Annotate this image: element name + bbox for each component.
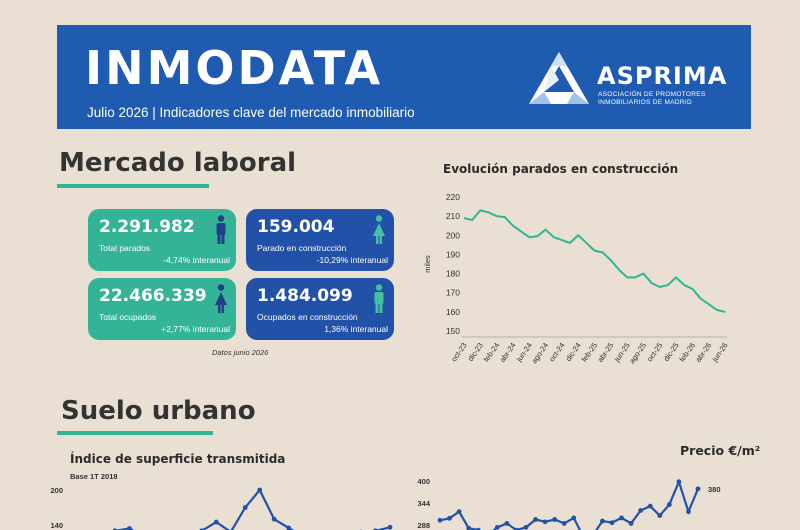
kpi-change: -10,29% interanual	[316, 255, 388, 265]
y-tick-label: 160	[446, 307, 460, 317]
section-underline	[57, 184, 209, 188]
kpi-label: Total parados	[99, 243, 151, 253]
data-point	[286, 525, 292, 530]
data-point	[257, 487, 263, 493]
kpi-change: +2,77% interanual	[161, 324, 230, 334]
data-point	[242, 505, 248, 510]
data-point	[271, 516, 277, 522]
x-tick-label: abr-26	[694, 341, 714, 364]
y-tick-label: 190	[446, 249, 460, 259]
kpi-value: 22.466.339	[99, 286, 207, 306]
x-tick-label: ago-25	[627, 341, 648, 365]
data-point	[676, 479, 682, 485]
data-point	[647, 503, 653, 509]
chart-title-precio: Precio €/m²	[680, 443, 761, 458]
y-tick-label: 344	[417, 499, 430, 508]
data-point	[561, 521, 567, 526]
woman-icon	[373, 215, 385, 244]
chart-title-parados: Evolución parados en construcción	[443, 162, 679, 176]
series-line-precio	[439, 478, 700, 530]
y-tick-label: 210	[446, 211, 460, 221]
data-point	[609, 520, 615, 526]
data-date-note: Datos junio 2026	[212, 348, 269, 357]
x-tick-label: oct-23	[449, 341, 468, 363]
data-point	[456, 509, 462, 515]
y-tick-label: 200	[446, 230, 460, 240]
kpi-card-total-parados: 2.291.982 Total parados -4,74% interanua…	[88, 209, 236, 271]
y-tick-label: 170	[446, 288, 460, 298]
data-point	[494, 524, 500, 530]
data-point	[466, 525, 472, 530]
x-tick-label: jun-26	[710, 341, 730, 364]
x-tick-label: oct-24	[547, 341, 566, 363]
header-banner: INMODATA Julio 2026 | Indicadores clave …	[57, 25, 751, 129]
x-tick-label: oct-25	[645, 341, 664, 363]
app-subtitle: Julio 2026 | Indicadores clave del merca…	[87, 105, 415, 120]
data-point	[213, 519, 219, 525]
y-tick-label: 180	[446, 269, 460, 279]
data-point	[552, 517, 558, 522]
data-point	[600, 518, 605, 524]
end-value-label: 380	[708, 485, 721, 494]
kpi-change: 1,36% interanual	[324, 324, 388, 334]
data-point	[475, 527, 481, 530]
data-point	[447, 515, 452, 521]
woman-icon	[215, 284, 227, 313]
kpi-label: Total ocupados	[99, 312, 157, 322]
kpi-label: Parado en construcción	[257, 243, 347, 253]
kpi-card-total-ocupados: 22.466.339 Total ocupados +2,77% interan…	[88, 278, 236, 340]
app-title: INMODATA	[85, 41, 384, 95]
data-point	[695, 486, 701, 492]
data-point	[619, 515, 624, 521]
chart-subtitle-base: Base 1T 2018	[70, 472, 118, 481]
logo-subtitle-line1: ASOCIACIÓN DE PROMOTORES	[598, 91, 706, 98]
y-tick-label: 200	[50, 486, 63, 495]
data-point	[666, 502, 672, 507]
logo-subtitle-line2: INMOBILIARIOS DE MADRID	[598, 99, 692, 106]
kpi-label: Ocupados en construcción	[257, 312, 358, 322]
asprima-logo-icon	[529, 52, 589, 104]
data-point	[387, 524, 393, 530]
data-point	[523, 524, 529, 530]
data-point	[638, 508, 644, 513]
data-point	[657, 513, 663, 518]
y-tick-label: 140	[50, 521, 63, 530]
kpi-change: -4,74% interanual	[163, 255, 230, 265]
x-tick-label: abr-24	[498, 341, 518, 364]
data-point	[628, 521, 634, 526]
kpi-value: 1.484.099	[257, 286, 353, 306]
chart-precio-m2: 288 344 400 380	[417, 477, 721, 530]
x-tick-label: abr-25	[596, 341, 616, 364]
kpi-card-parado-construccion: 159.004 Parado en construcción -10,29% i…	[246, 209, 394, 271]
data-point	[504, 521, 510, 526]
data-point	[542, 519, 548, 525]
y-tick-label: 150	[446, 326, 460, 336]
chart-title-superficie: Índice de superficie transmitida	[70, 452, 286, 466]
section-underline	[57, 431, 213, 435]
man-icon	[374, 284, 384, 313]
chart-parados-construccion: 150160170180190200210220milesoct-23dic-2…	[423, 192, 730, 365]
man-icon	[216, 215, 226, 244]
series-line-parados	[463, 209, 726, 313]
chart-superficie-transmitida: 140 200	[50, 486, 393, 530]
kpi-card-ocupados-construccion: 1.484.099 Ocupados en construcción 1,36%…	[246, 278, 394, 340]
x-tick-label: ago-24	[529, 341, 550, 365]
y-tick-label: 220	[446, 192, 460, 202]
y-tick-label: 288	[417, 521, 430, 530]
kpi-value: 2.291.982	[99, 217, 195, 237]
data-point	[437, 517, 443, 523]
y-tick-label: 400	[417, 477, 430, 486]
data-point	[514, 527, 519, 530]
data-point	[533, 517, 538, 522]
data-point	[571, 515, 577, 521]
kpi-value: 159.004	[257, 217, 335, 237]
section-title-mercado-laboral: Mercado laboral	[59, 148, 297, 178]
data-point	[127, 526, 132, 530]
series-line-superficie	[113, 487, 391, 530]
data-point	[686, 509, 691, 515]
logo-name: ASPRIMA	[597, 62, 728, 90]
section-title-suelo-urbano: Suelo urbano	[61, 396, 256, 426]
y-axis-label: miles	[423, 255, 432, 273]
